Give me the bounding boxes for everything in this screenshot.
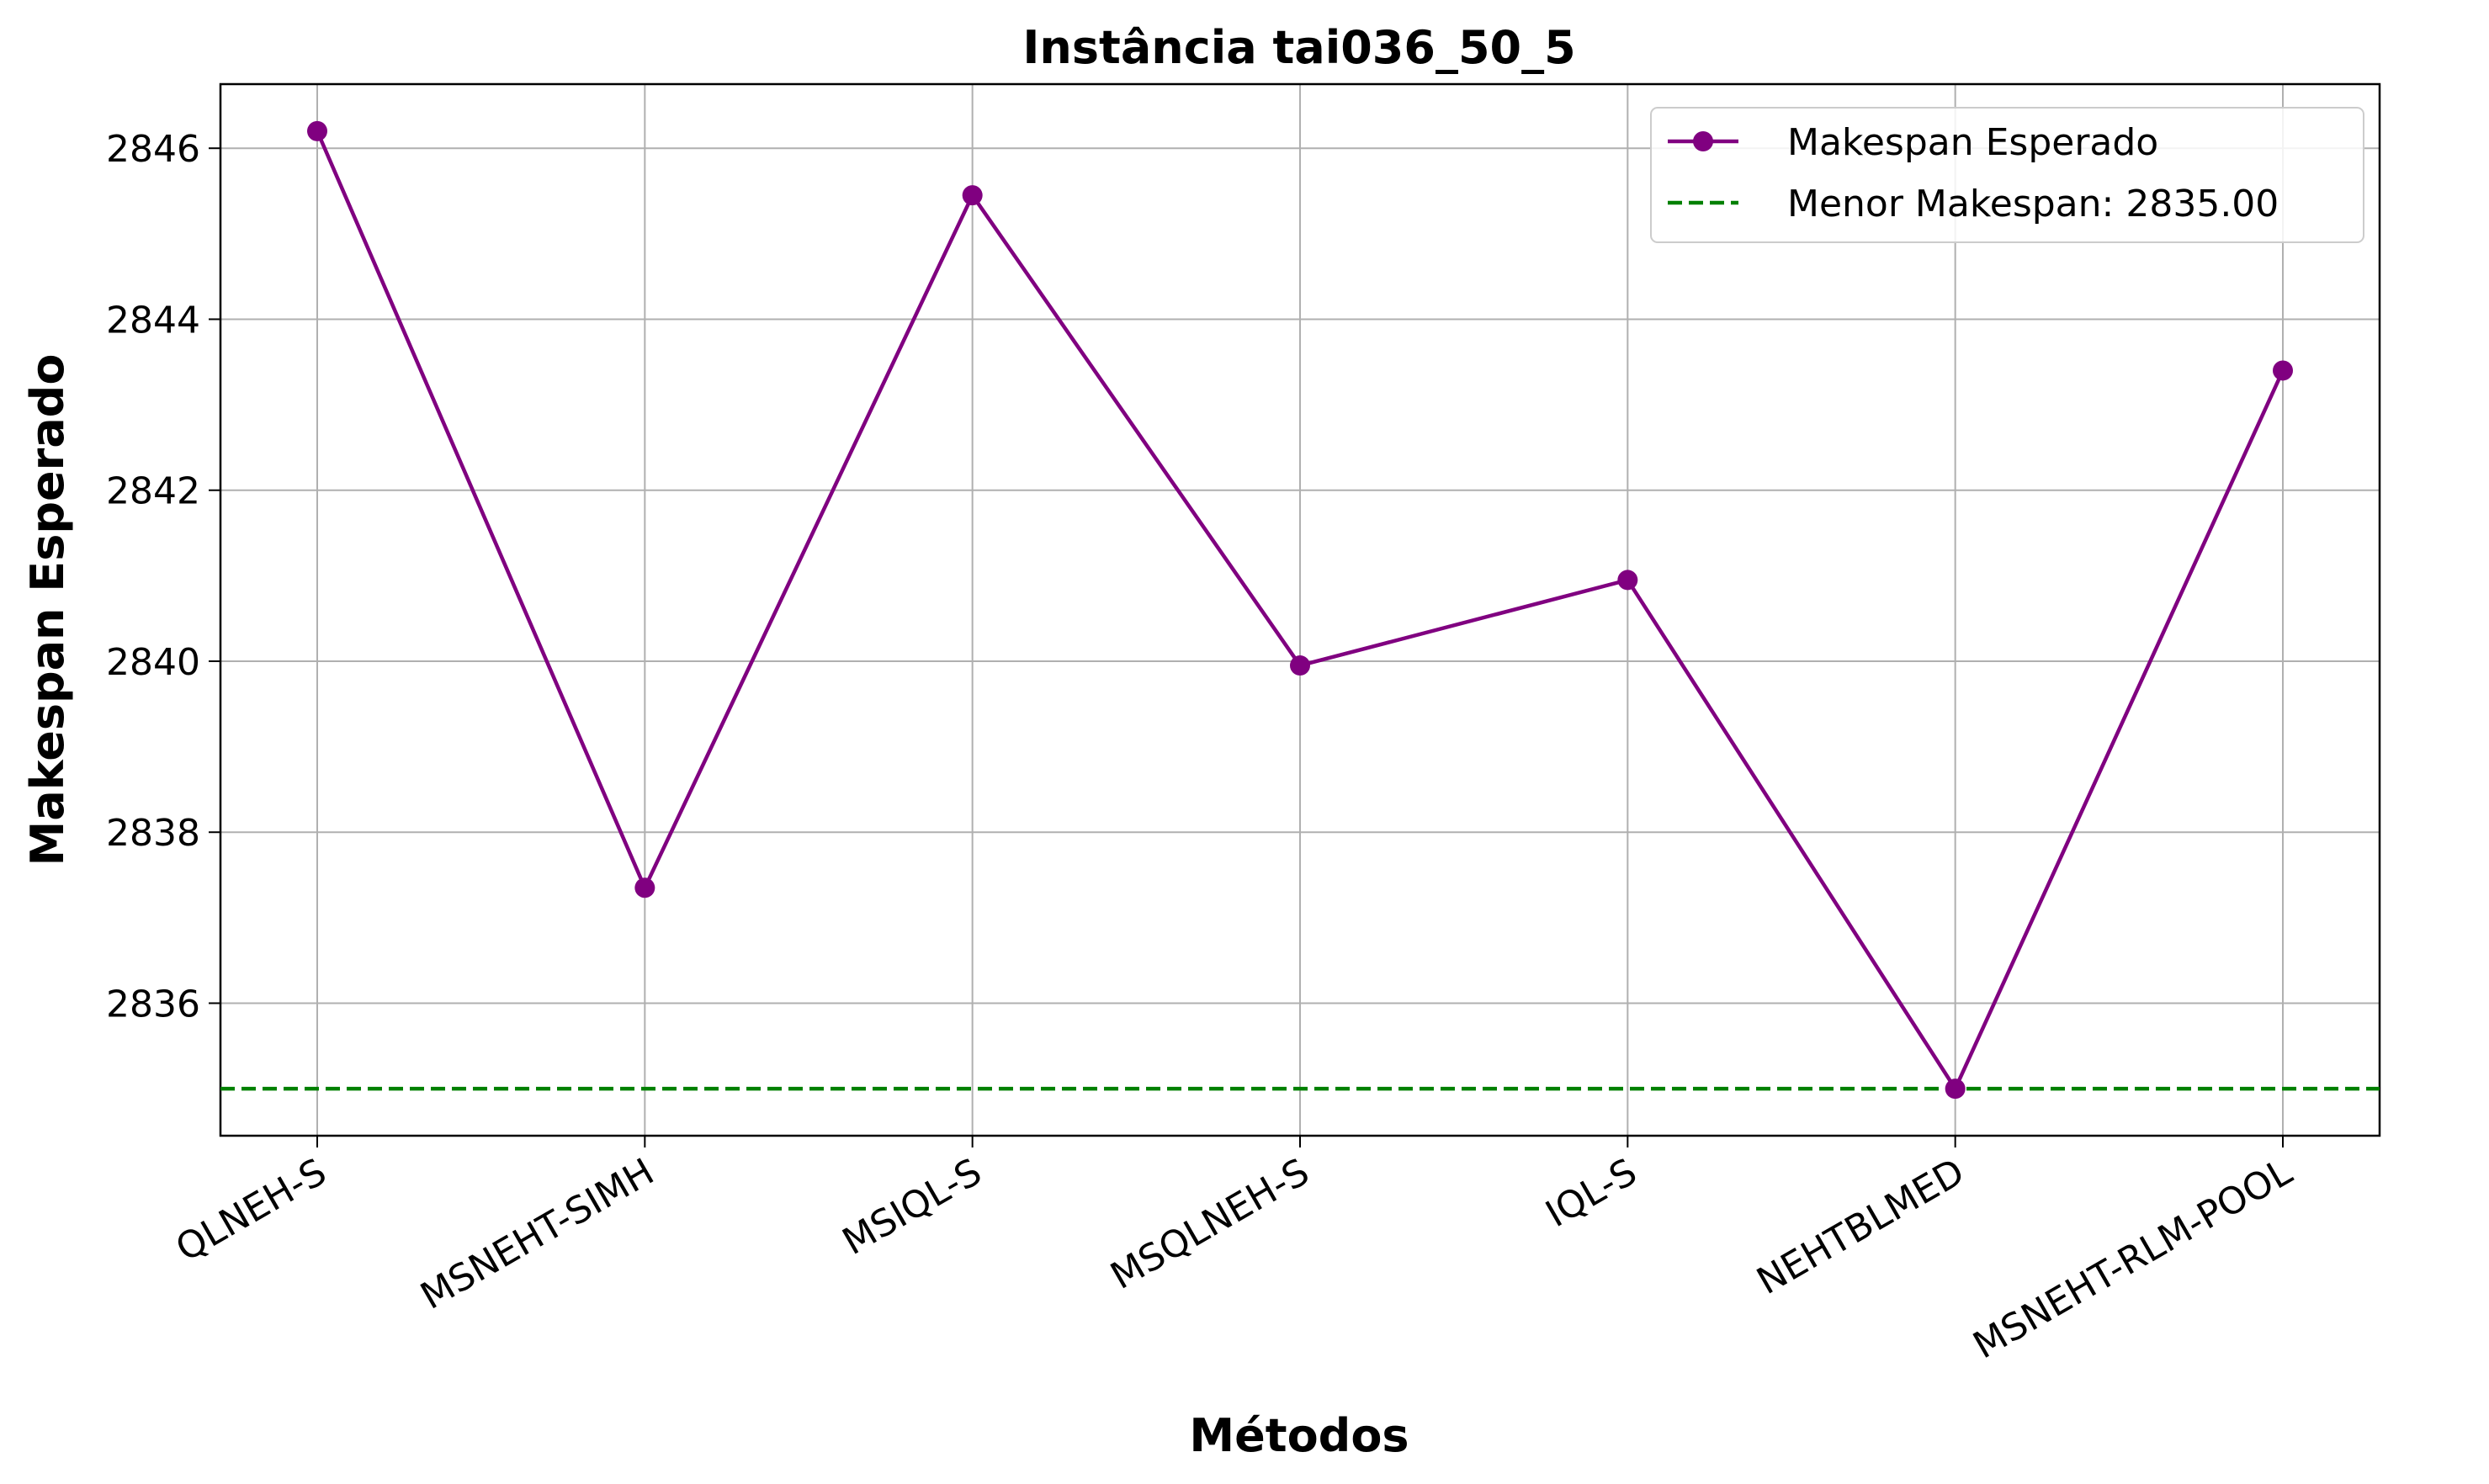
data-point (2273, 360, 2293, 381)
data-point (307, 120, 327, 141)
x-tick-label: MSNEHT-RLM-POOL (1966, 1150, 2300, 1367)
data-point (962, 185, 983, 206)
plot-frame (219, 82, 2381, 1137)
legend-label-series: Makespan Esperado (1787, 121, 2158, 164)
data-point (1945, 1079, 1966, 1100)
x-tick-label: MSQLNEH-S (1104, 1150, 1317, 1297)
y-axis-label: Makespan Esperado (21, 354, 74, 867)
data-point (1617, 570, 1638, 591)
legend-marker-series (1693, 131, 1713, 151)
legend-box (1650, 107, 2364, 243)
y-tick-label: 2846 (106, 128, 200, 171)
y-tick-label: 2840 (106, 641, 200, 684)
y-tick-label: 2844 (106, 299, 200, 342)
legend: Makespan Esperado Menor Makespan: 2835.00 (1650, 107, 2364, 243)
x-tick-label: QLNEH-S (169, 1150, 334, 1270)
chart-title: Instância tai036_50_5 (1022, 21, 1575, 74)
x-tick-label: MSNEHT-SIMH (414, 1150, 661, 1317)
y-tick-label: 2842 (106, 470, 200, 513)
data-point (1290, 655, 1310, 676)
axes: QLNEH-S MSNEHT-SIMH MSIQL-S MSQLNEH-S IQL-S N… (106, 82, 2381, 1367)
y-tick-label: 2838 (106, 812, 200, 855)
x-tick-label: MSIQL-S (836, 1150, 989, 1264)
data-point (634, 877, 655, 898)
series-layer (307, 120, 2293, 1100)
x-tick-label: NEHTBLMED (1749, 1150, 1972, 1303)
legend-label-reference: Menor Makespan: 2835.00 (1787, 183, 2279, 225)
x-axis-label: Métodos (1189, 1409, 1409, 1462)
y-tick-label: 2836 (106, 983, 200, 1026)
x-tick-label: IQL-S (1539, 1150, 1644, 1236)
